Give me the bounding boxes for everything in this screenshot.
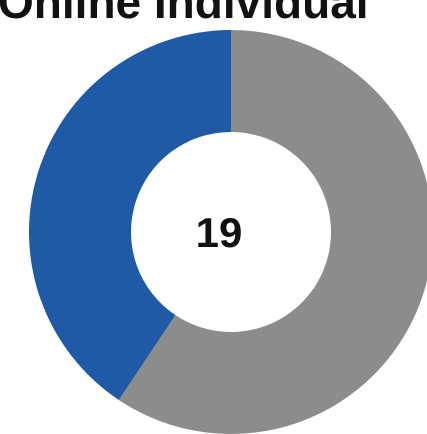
donut-segment — [28, 30, 231, 400]
center-label: 19 — [196, 209, 243, 256]
chart-title: Online Individual — [0, 0, 369, 28]
donut-segment — [118, 30, 427, 434]
